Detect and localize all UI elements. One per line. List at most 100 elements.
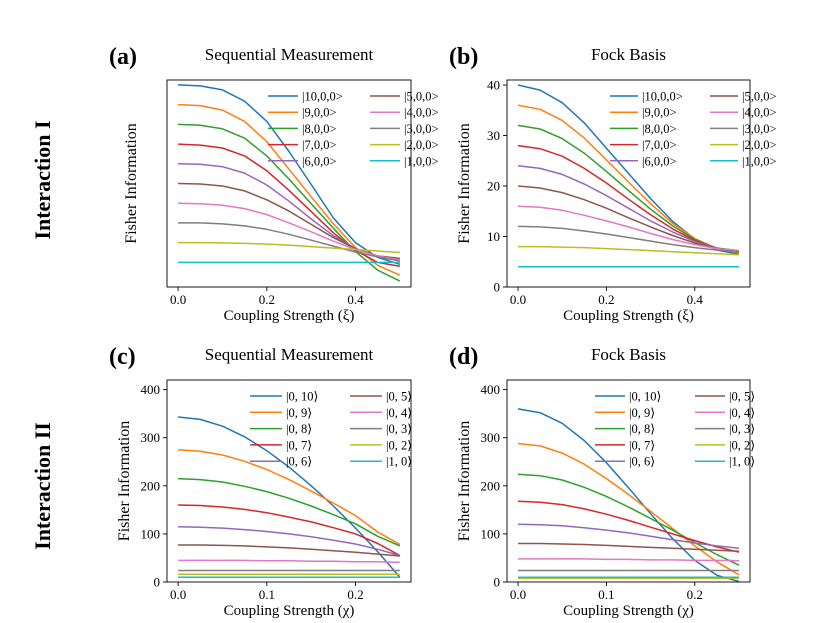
chart-0-legend-entry: |6,0,0>: [302, 154, 337, 168]
chart-2-y-tick-label: 300: [141, 430, 161, 445]
chart-2-legend-entry: |0, 2⟩: [386, 438, 412, 452]
chart-3-title: Fock Basis: [591, 345, 666, 364]
chart-3-series-line-4: [517, 523, 740, 550]
chart-2-series-line-4: [178, 525, 401, 557]
chart-1-y-tick-label: 0: [494, 280, 501, 295]
chart-0-x-tick-label: 0.2: [259, 292, 275, 307]
chart-0-panel-label: (a): [109, 44, 137, 70]
chart-1-x-tick-label: 0.4: [687, 292, 704, 307]
chart-0-legend-entry: |1,0,0>: [404, 154, 439, 168]
chart-0-series-line-7: [178, 222, 401, 262]
chart-0: (a) Sequential Measurement 0.0 0.2 0.4Coupli…: [109, 44, 439, 324]
chart-2-legend: |0, 10⟩ |0, 9⟩ |0, 8⟩ |0, 7⟩ |0, 6⟩ |0, 5⟩ |0,…: [250, 390, 412, 469]
chart-3-legend-entry: |0, 5⟩: [729, 390, 755, 404]
chart-0-legend-entry: |9,0,0>: [302, 106, 337, 120]
chart-3-series-line-5: [518, 542, 740, 552]
chart-1-x-tick-label: 0.0: [510, 292, 526, 307]
chart-2-x-tick-label: 0.0: [170, 587, 186, 602]
chart-2-legend-entry: |0, 10⟩: [286, 390, 318, 404]
chart-3-legend-entry: |0, 2⟩: [729, 438, 755, 452]
chart-3-y-tick-label: 300: [481, 430, 501, 445]
chart-1-series: [517, 84, 740, 268]
chart-0-series-line-6: [178, 202, 401, 261]
chart-2-legend-entry: |0, 4⟩: [386, 406, 412, 420]
chart-1-series-line-1: [517, 104, 740, 254]
chart-0-legend-entry: |8,0,0>: [302, 122, 337, 136]
chart-1-legend-entry: |3,0,0>: [742, 122, 777, 136]
chart-0-x-tick-label: 0.0: [170, 292, 186, 307]
chart-2-series-line-0: [178, 416, 401, 578]
chart-3-y-tick-label: 400: [481, 382, 501, 397]
chart-1-legend-entry: |9,0,0>: [642, 106, 677, 120]
chart-1-series-line-4: [517, 165, 740, 252]
chart-3-series-line-1: [517, 442, 740, 576]
chart-1-x-axis-label: Coupling Strength (ξ): [563, 308, 694, 324]
chart-2-legend-entry: |0, 5⟩: [386, 390, 412, 404]
chart-2-y-tick-label: 0: [154, 575, 161, 590]
chart-3-legend-entry: |0, 3⟩: [729, 422, 755, 436]
chart-3-panel-label: (d): [449, 344, 478, 370]
chart-0-frame: [166, 79, 412, 288]
chart-0-series-line-8: [178, 241, 400, 254]
chart-3-series: [517, 408, 740, 583]
chart-0-legend-entry: |5,0,0>: [404, 90, 439, 104]
chart-1-series-line-8: [518, 245, 740, 256]
chart-1-title: Fock Basis: [591, 45, 666, 64]
chart-2-legend-entry: |0, 9⟩: [286, 406, 312, 420]
chart-2: (c) Sequential Measurement 0.0 0.1 0.2 0 100 20…: [109, 344, 412, 619]
chart-3-y-tick-label: 0: [494, 575, 501, 590]
chart-2-legend-entry: |0, 8⟩: [286, 422, 312, 436]
chart-2-series-line-3: [178, 504, 401, 557]
chart-2-series-line-2: [178, 477, 401, 547]
chart-3-y-tick-label: 100: [481, 526, 501, 541]
chart-1-legend-entry: |5,0,0>: [742, 90, 777, 104]
chart-0-legend-entry: |4,0,0>: [404, 106, 439, 120]
chart-2-x-tick-label: 0.1: [259, 587, 275, 602]
chart-1-x-tick-label: 0.2: [598, 292, 614, 307]
chart-3-legend-entry: |0, 8⟩: [629, 422, 655, 436]
chart-2-legend-entry: |1, 0⟩: [386, 455, 412, 469]
chart-1-series-line-0: [517, 84, 740, 255]
chart-3-x-axis-label: Coupling Strength (χ): [563, 603, 694, 619]
chart-1-panel-label: (b): [449, 44, 478, 70]
row-label-interaction-2: Interaction II: [30, 422, 55, 550]
chart-0-title: Sequential Measurement: [205, 45, 374, 64]
chart-1-legend-entry: |6,0,0>: [642, 154, 677, 168]
chart-2-y-tick-label: 200: [141, 478, 161, 493]
chart-2-x-axis-label: Coupling Strength (χ): [224, 603, 355, 619]
chart-3-x-tick-label: 0.0: [510, 587, 526, 602]
chart-2-frame: [166, 379, 412, 583]
chart-1: (b) Fock Basis 0.0 0.2 0.4 0 10 20 30 40 Coupling …: [449, 44, 777, 324]
chart-3-legend-entry: |1, 0⟩: [729, 455, 755, 469]
chart-1-y-axis-label: Fisher Information: [456, 123, 473, 243]
chart-2-series-line-6: [178, 559, 400, 564]
chart-3-frame: [506, 379, 751, 583]
chart-1-legend-entry: |10,0,0>: [642, 90, 683, 104]
chart-3-series-line-0: [517, 408, 740, 583]
chart-3-legend-entry: |0, 7⟩: [629, 438, 655, 452]
chart-3-x-tick-label: 0.1: [598, 587, 614, 602]
chart-1-legend: |10,0,0> |9,0,0> |8,0,0> |7,0,0> |6,0,0> |5,0…: [610, 90, 777, 168]
chart-3-legend: |0, 10⟩ |0, 9⟩ |0, 8⟩ |0, 7⟩ |0, 6⟩ |0, 5⟩ |0,…: [595, 390, 755, 469]
chart-1-legend-entry: |8,0,0>: [642, 122, 677, 136]
chart-1-frame: [506, 79, 751, 288]
chart-2-legend-entry: |0, 7⟩: [286, 438, 312, 452]
chart-2-series: [178, 416, 401, 578]
chart-2-y-tick-label: 400: [141, 382, 161, 397]
chart-3-x-tick-label: 0.2: [687, 587, 703, 602]
row-label-interaction-1: Interaction I: [30, 120, 55, 239]
chart-1-y-tick-label: 30: [487, 128, 500, 143]
chart-0-x-tick-label: 0.4: [347, 292, 364, 307]
chart-1-legend-entry: |1,0,0>: [742, 154, 777, 168]
chart-2-series-line-5: [178, 544, 400, 557]
chart-0-legend-entry: |10,0,0>: [302, 90, 343, 104]
chart-0-y-axis-label: Fisher Information: [123, 123, 140, 243]
chart-2-series-line-1: [178, 448, 401, 546]
chart-1-legend-entry: |2,0,0>: [742, 138, 777, 152]
chart-0-legend: |10,0,0> |9,0,0> |8,0,0> |7,0,0> |6,0,0> |5,0…: [268, 90, 439, 168]
chart-3-legend-entry: |0, 10⟩: [629, 390, 661, 404]
chart-0-series-line-2: [178, 123, 401, 282]
chart-3-legend-entry: |0, 6⟩: [629, 455, 655, 469]
